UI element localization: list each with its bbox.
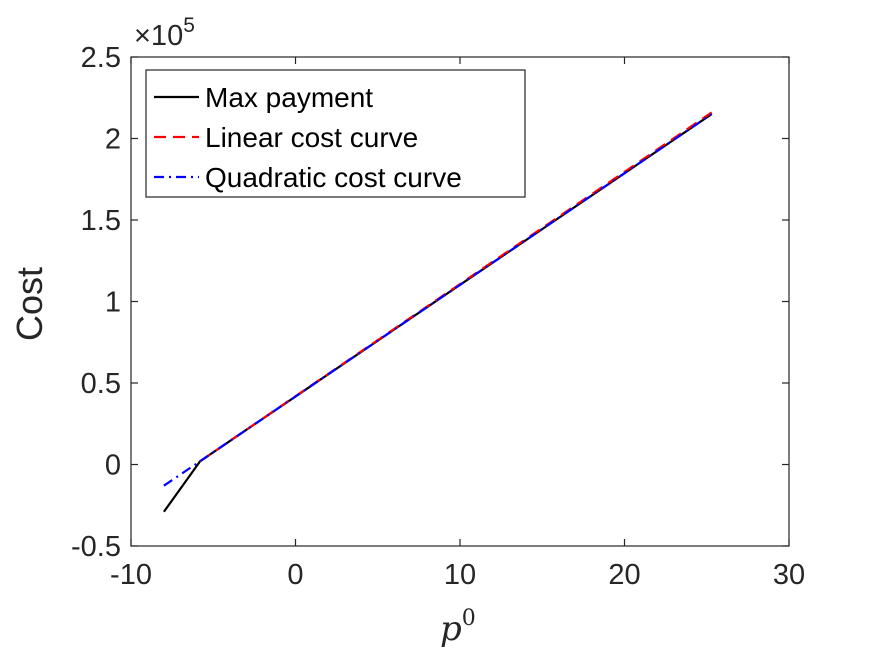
legend-label-1: Max payment: [205, 82, 373, 113]
series-layer: [163, 111, 713, 513]
series-line-3: [163, 113, 713, 487]
y-tick-label: 1: [105, 287, 121, 319]
y-tick-label: 0: [105, 450, 121, 482]
x-tick-label: 20: [608, 559, 640, 591]
y-axis-label: Cost: [9, 267, 50, 341]
y-tick-label: 1.5: [81, 205, 121, 237]
y-tick-label: 2: [105, 124, 121, 156]
x-axis-label: p0: [440, 606, 476, 649]
x-tick-label: 30: [773, 559, 805, 591]
legend-label-3: Quadratic cost curve: [205, 162, 462, 193]
x-tick-label: -10: [110, 559, 152, 591]
y-exponent-label: ×105: [134, 14, 195, 52]
legend-label-2: Linear cost curve: [205, 122, 418, 153]
legend-box: [145, 69, 526, 198]
y-tick-label: 2.5: [81, 42, 121, 74]
y-tick-label: -0.5: [71, 531, 121, 563]
y-tick-label: 0.5: [81, 368, 121, 400]
x-tick-label: 0: [287, 559, 303, 591]
x-tick-label: 10: [444, 559, 476, 591]
